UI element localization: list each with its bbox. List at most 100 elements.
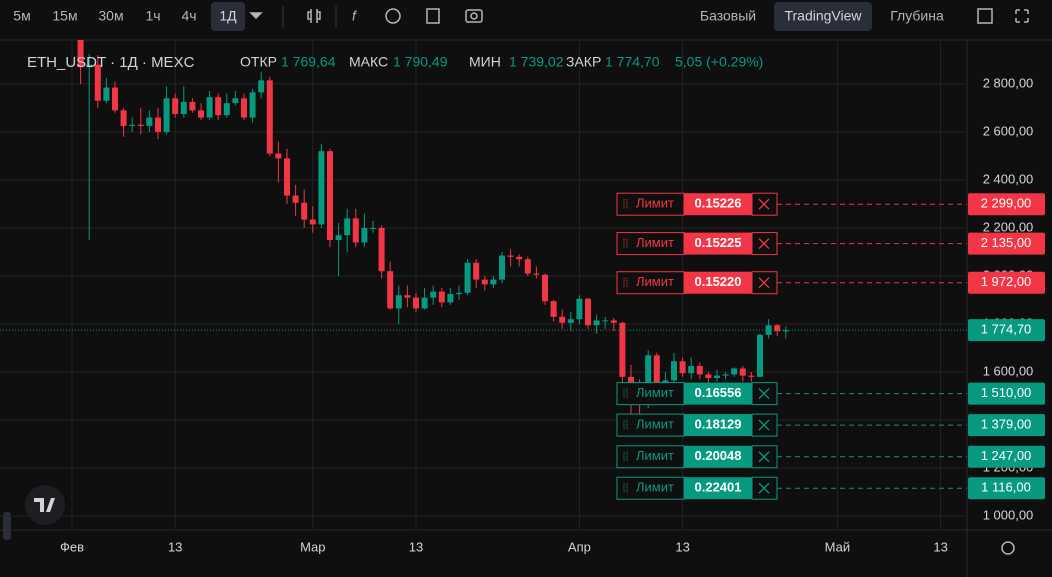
candle-body — [361, 227, 368, 243]
interval-button[interactable]: 1ч — [145, 8, 160, 24]
order-amount-box[interactable] — [684, 382, 752, 405]
candle-body — [619, 322, 626, 377]
candle-body — [172, 98, 179, 114]
candle-body — [387, 271, 394, 309]
order-grip — [623, 277, 628, 288]
candle-body — [670, 361, 678, 381]
view-button[interactable]: Базовый — [700, 8, 756, 24]
candle-body — [782, 330, 789, 332]
interval-button[interactable]: 4ч — [181, 8, 196, 24]
candle-body — [688, 366, 695, 374]
candle-body — [541, 274, 549, 302]
legend-value: 1 774,70 — [605, 54, 660, 70]
candle-body — [550, 301, 557, 317]
x-tick-label: Апр — [568, 539, 591, 554]
order-amount-box[interactable] — [684, 477, 752, 500]
candle-body — [696, 366, 703, 375]
legend-label: ЗАКР — [566, 54, 601, 70]
chart-type[interactable] — [307, 9, 321, 23]
order-amount-box[interactable] — [684, 271, 752, 294]
candle-body — [567, 319, 574, 323]
window[interactable] — [977, 8, 993, 24]
candle-body — [232, 98, 239, 104]
last-price-box — [968, 319, 1045, 342]
candle-body — [344, 218, 351, 236]
interval-button[interactable]: 5м — [13, 8, 30, 24]
order-price-box — [968, 193, 1045, 216]
order-kind: Лимит — [636, 448, 674, 463]
candle-body — [137, 124, 144, 126]
interval-button[interactable]: 15м — [52, 8, 77, 24]
order-cancel-icon — [758, 198, 770, 210]
order-cancel-icon — [758, 419, 770, 431]
order-price-box — [968, 414, 1045, 437]
candle-body — [576, 298, 583, 320]
candle-body — [610, 320, 617, 323]
candle-body — [197, 110, 204, 118]
order-amount-box[interactable] — [684, 445, 752, 468]
candle-body — [731, 368, 738, 375]
candle-body — [679, 361, 686, 374]
y-tick-label: 2 400,00 — [983, 171, 1034, 186]
order-amount-box[interactable] — [684, 193, 752, 216]
layout[interactable] — [426, 8, 440, 24]
side-tab[interactable] — [3, 512, 11, 540]
order-grip — [623, 483, 628, 494]
candle-body — [240, 98, 247, 118]
x-tick-label: Фев — [60, 539, 84, 554]
order-grip — [623, 420, 628, 431]
candle-body — [326, 151, 333, 240]
order-price-box — [968, 477, 1045, 500]
legend-value: 1 790,49 — [393, 54, 448, 70]
candle-body — [438, 291, 445, 303]
order-amount-box[interactable] — [684, 232, 752, 255]
legend-label: МАКС — [349, 54, 388, 70]
candle-body — [481, 279, 488, 285]
candle-body — [369, 227, 376, 229]
screenshot[interactable] — [465, 9, 483, 23]
view-button[interactable]: TradingView — [784, 8, 862, 24]
toolbar-icons[interactable]: f — [249, 6, 1029, 555]
candle-body — [189, 101, 196, 111]
order-price-label: 1 116,00 — [981, 480, 1031, 495]
candle-body — [645, 355, 652, 404]
order-kind: Лимит — [636, 480, 674, 495]
candle-body — [516, 256, 523, 260]
order-price-label: 1 247,00 — [981, 448, 1032, 463]
candle-body — [335, 235, 342, 240]
order-kind: Лимит — [636, 235, 674, 250]
candle-body — [430, 291, 437, 298]
order-price-label: 1 972,00 — [981, 274, 1032, 289]
order-kind: Лимит — [636, 274, 674, 289]
settings[interactable] — [1001, 541, 1015, 555]
candle-body — [490, 279, 497, 285]
candle-body — [404, 295, 411, 298]
order-amount: 0.16556 — [695, 385, 742, 400]
candle-body — [266, 80, 273, 154]
candle-body — [163, 98, 170, 132]
order-cancel-icon — [758, 277, 770, 289]
indicators-icon[interactable]: f — [352, 8, 358, 24]
candle-body — [120, 110, 127, 126]
interval-button[interactable]: 1Д — [219, 8, 237, 24]
order-price-box — [968, 382, 1045, 405]
order-price-label: 1 510,00 — [981, 385, 1032, 400]
templates[interactable] — [385, 8, 401, 24]
interval-button[interactable]: 30м — [98, 8, 123, 24]
candle-body — [378, 227, 385, 272]
legend-value: 5,05 (+0.29%) — [675, 54, 763, 70]
order-cancel-icon — [758, 238, 770, 250]
candle-body — [154, 117, 161, 132]
x-tick-label: Май — [825, 539, 850, 554]
order-cancel-icon — [758, 482, 770, 494]
selected-view-bg — [774, 2, 872, 31]
plot — [0, 40, 967, 530]
order-price-box — [968, 271, 1045, 294]
interval-menu[interactable] — [249, 12, 263, 20]
candle-body — [653, 355, 660, 392]
order-grip — [623, 451, 628, 462]
candle-body — [524, 259, 531, 274]
fullscreen[interactable] — [1015, 9, 1029, 23]
view-button[interactable]: Глубина — [890, 8, 944, 24]
order-amount-box[interactable] — [684, 414, 752, 437]
